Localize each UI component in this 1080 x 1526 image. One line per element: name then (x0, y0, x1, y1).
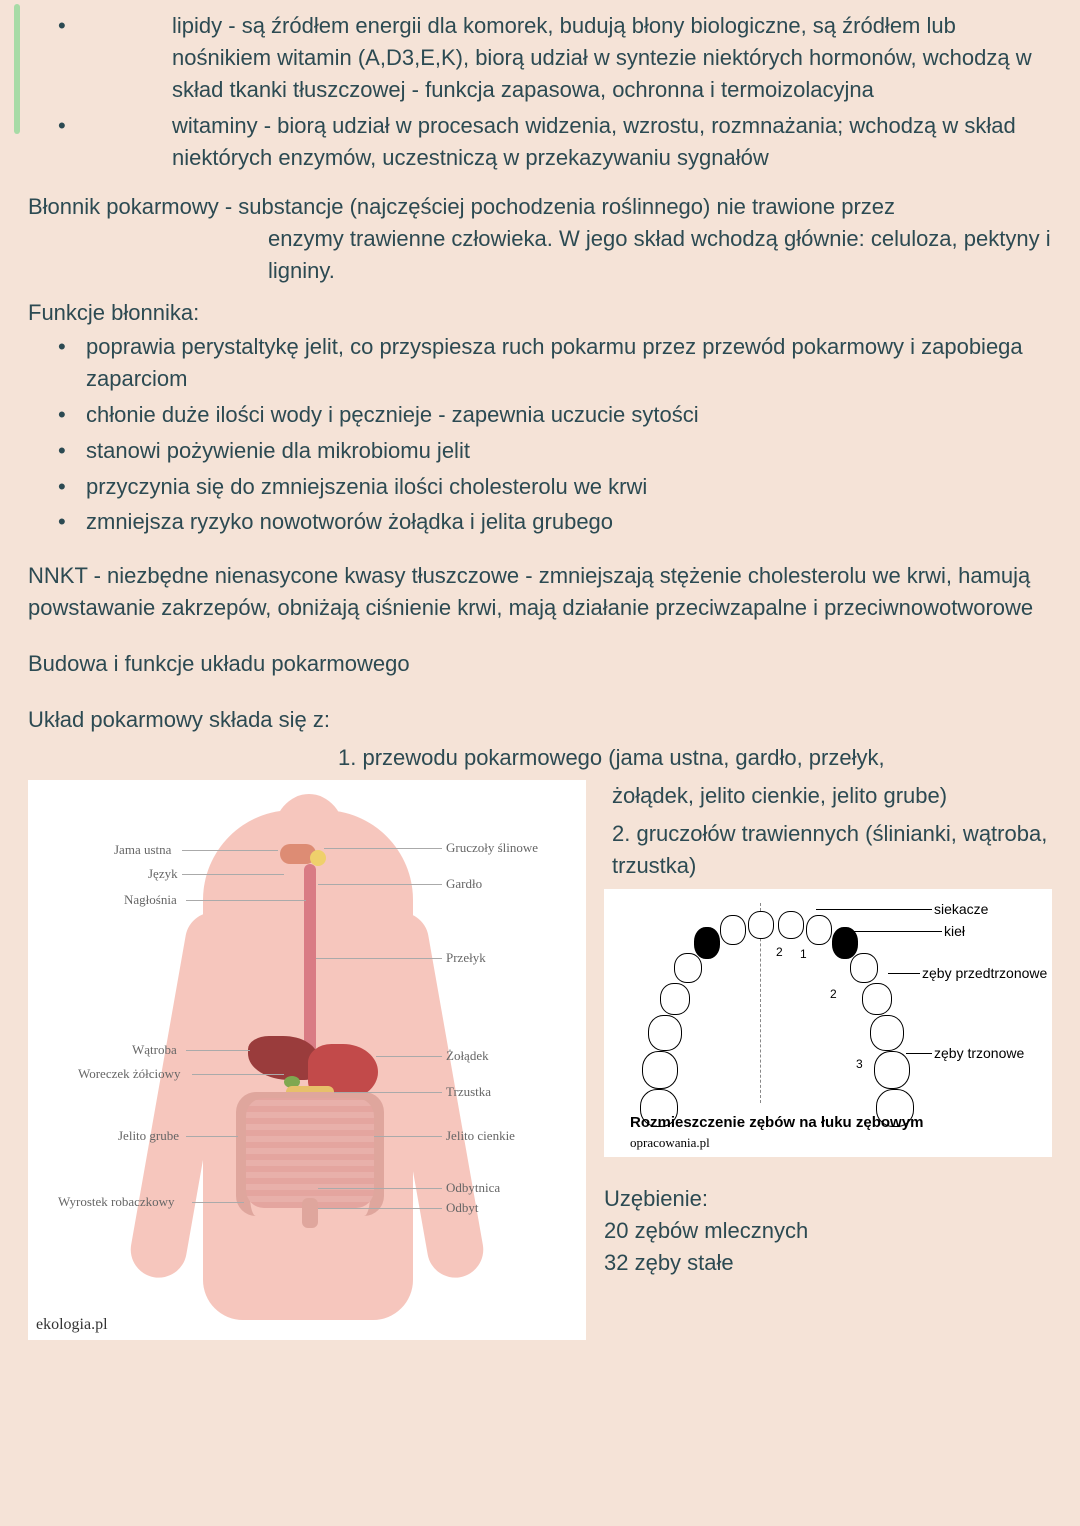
list-item: zmniejsza ryzyko nowotworów żołądka i je… (86, 506, 1052, 538)
label-line (182, 874, 284, 875)
tooth-premolar (862, 983, 892, 1015)
label-kiel: kieł (944, 923, 965, 939)
uzebienie-title: Uzębienie: (604, 1183, 1052, 1215)
accent-bar (14, 4, 20, 134)
lipidy-text: lipidy - są źródłem energii dla komorek,… (86, 10, 1052, 106)
item2: 2. gruczołów trawiennych (ślinianki, wąt… (604, 818, 1052, 882)
list-item: witaminy - biorą udział w procesach widz… (86, 110, 1052, 174)
label-line (816, 909, 932, 910)
blonnik-line1: Błonnik pokarmowy - substancje (najczęśc… (28, 191, 1052, 223)
label-siekacze: siekacze (934, 901, 988, 917)
label-line (334, 1092, 442, 1093)
rectum-shape (302, 1198, 318, 1228)
label-line (318, 884, 442, 885)
digestive-system-diagram: Jama ustna Język Nagłośnia Wątroba Worec… (28, 780, 586, 1340)
item1: 1. przewodu pokarmowego (jama ustna, gar… (28, 742, 1052, 774)
tooth-premolar (660, 983, 690, 1015)
label-jelito-grube: Jelito grube (118, 1128, 179, 1144)
tooth-incisor (778, 911, 804, 939)
label-line (182, 850, 278, 851)
list-item: przyczynia się do zmniejszenia ilości ch… (86, 471, 1052, 503)
term: witaminy (172, 113, 258, 138)
label-line (192, 1202, 244, 1203)
label-jama-ustna: Jama ustna (114, 842, 171, 858)
label-trzustka: Trzustka (446, 1084, 491, 1100)
tooth-incisor (748, 911, 774, 939)
tooth-molar (648, 1015, 682, 1051)
label-line (888, 973, 920, 974)
esophagus-shape (304, 864, 316, 1054)
tooth-premolar (850, 953, 878, 983)
label-line (186, 1050, 250, 1051)
nnkt-paragraph: NNKT - niezbędne nienasycone kwasy tłusz… (28, 560, 1052, 624)
label-line (192, 1074, 284, 1075)
label-odbytnica: Odbytnica (446, 1180, 500, 1196)
num-1: 1 (800, 947, 807, 961)
teeth-caption: Rozmieszczenie zębów na łuku zębowym (630, 1114, 923, 1131)
num-3: 3 (856, 1057, 863, 1071)
label-trzonowe: zęby trzonowe (934, 1045, 1024, 1061)
blonnik-line2: enzymy trawienne człowieka. W jego skład… (28, 223, 1052, 287)
label-line (906, 1053, 932, 1054)
label-line (318, 1208, 442, 1209)
uzebienie-stale: 32 zęby stałe (604, 1247, 1052, 1279)
tooth-molar (642, 1051, 678, 1089)
section-title: Budowa i funkcje układu pokarmowego (28, 648, 1052, 680)
label-gardlo: Gardło (446, 876, 482, 892)
label-line (854, 931, 942, 932)
right-column: żołądek, jelito cienkie, jelito grube) 2… (604, 780, 1052, 1340)
label-przedtrzonowe: zęby przedtrzonowe (922, 965, 1047, 981)
label-line (376, 1056, 442, 1057)
tooth-molar (874, 1051, 910, 1089)
tooth-premolar (674, 953, 702, 983)
label-watroba: Wątroba (132, 1042, 177, 1058)
label-odbyt: Odbyt (446, 1200, 479, 1216)
witaminy-text: witaminy - biorą udział w procesach widz… (86, 110, 1052, 174)
label-woreczek: Woreczek żółciowy (78, 1066, 181, 1082)
tooth-incisor (720, 915, 746, 945)
definition: - biorą udział w procesach widzenia, wzr… (172, 113, 1016, 170)
label-line (374, 1136, 442, 1137)
list-item: poprawia perystaltykę jelit, co przyspie… (86, 331, 1052, 395)
top-bullet-list: lipidy - są źródłem energii dla komorek,… (28, 10, 1052, 173)
list-item: stanowi pożywienie dla mikrobiomu jelit (86, 435, 1052, 467)
label-naglosnia: Nagłośnia (124, 892, 177, 908)
diagram-row: Jama ustna Język Nagłośnia Wątroba Worec… (28, 780, 1052, 1340)
small-intestine-shape (246, 1098, 374, 1208)
label-zoladek: Żołądek (446, 1048, 489, 1064)
tooth-canine (694, 927, 720, 959)
fiber-functions-list: poprawia perystaltykę jelit, co przyspie… (28, 331, 1052, 538)
label-jezyk: Język (148, 866, 178, 882)
teeth-diagram: 2 1 2 3 siekacze kieł zęby przedtrzonowe… (604, 889, 1052, 1157)
list-item: lipidy - są źródłem energii dla komorek,… (86, 10, 1052, 106)
uzebienie-mleczne: 20 zębów mlecznych (604, 1215, 1052, 1247)
label-line (186, 900, 306, 901)
label-jelito-cienkie: Jelito cienkie (446, 1128, 515, 1144)
term: lipidy (172, 13, 222, 38)
item1-cont: żołądek, jelito cienkie, jelito grube) (604, 780, 1052, 812)
label-line (316, 958, 442, 959)
tooth-incisor (806, 915, 832, 945)
diagram1-source: ekologia.pl (36, 1316, 108, 1334)
diagram2-source: opracowania.pl (630, 1135, 710, 1151)
tooth-molar (870, 1015, 904, 1051)
sklada-line: Układ pokarmowy składa się z: (28, 704, 1052, 736)
pharynx-shape (310, 850, 326, 866)
label-line (186, 1136, 238, 1137)
label-gruczoly: Gruczoły ślinowe (446, 840, 538, 856)
definition: - są źródłem energii dla komorek, budują… (172, 13, 1032, 102)
label-line (324, 848, 442, 849)
num-2a: 2 (776, 945, 783, 959)
funkcje-title: Funkcje błonnika: (28, 297, 1052, 329)
list-item: chłonie duże ilości wody i pęcznieje - z… (86, 399, 1052, 431)
num-2b: 2 (830, 987, 837, 1001)
label-przelyk: Przełyk (446, 950, 486, 966)
label-line (318, 1188, 442, 1189)
dental-arch (632, 911, 892, 1101)
label-wyrostek: Wyrostek robaczkowy (58, 1194, 175, 1210)
